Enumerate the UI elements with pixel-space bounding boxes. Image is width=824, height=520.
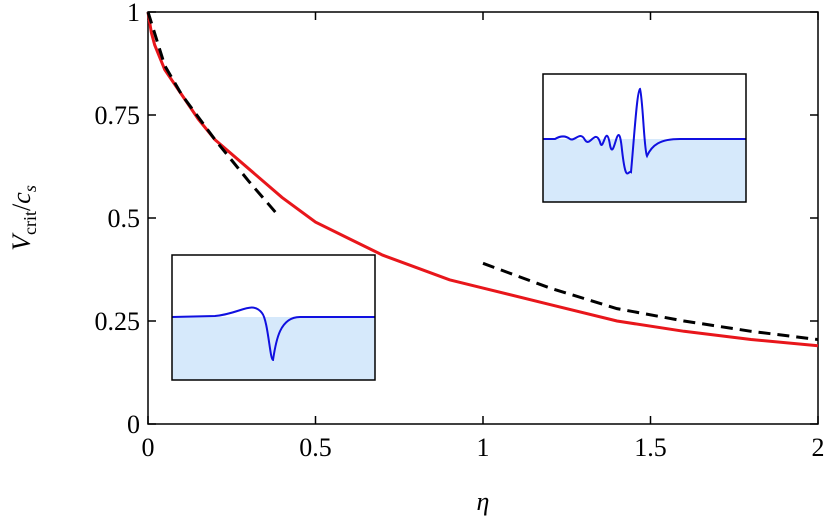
y-label-part: / <box>7 203 36 211</box>
y-label-part: c <box>7 192 36 204</box>
inset-upper <box>542 73 747 203</box>
y-tick-label: 1 <box>127 0 140 27</box>
line <box>146 11 280 217</box>
line <box>146 11 819 348</box>
y-tick-label: 0.25 <box>95 307 141 336</box>
x-tick-label: 2 <box>812 433 824 462</box>
y-tick-label: 0 <box>127 410 140 439</box>
y-label-part: crit <box>20 211 40 235</box>
y-label-part: s <box>20 185 40 192</box>
y-label-part: V <box>7 232 36 251</box>
x-tick-label: 1 <box>477 433 490 462</box>
line <box>482 261 819 342</box>
inset-lower <box>171 254 376 381</box>
y-tick-label: 0.5 <box>108 204 141 233</box>
x-tick-label: 1.5 <box>634 433 667 462</box>
x-axis-label: η <box>477 487 490 516</box>
y-tick-label: 0.75 <box>95 101 141 130</box>
x-tick-label: 0 <box>142 433 155 462</box>
y-axis-label: Vcrit/cs <box>7 185 40 251</box>
x-tick-label: 0.5 <box>299 433 332 462</box>
